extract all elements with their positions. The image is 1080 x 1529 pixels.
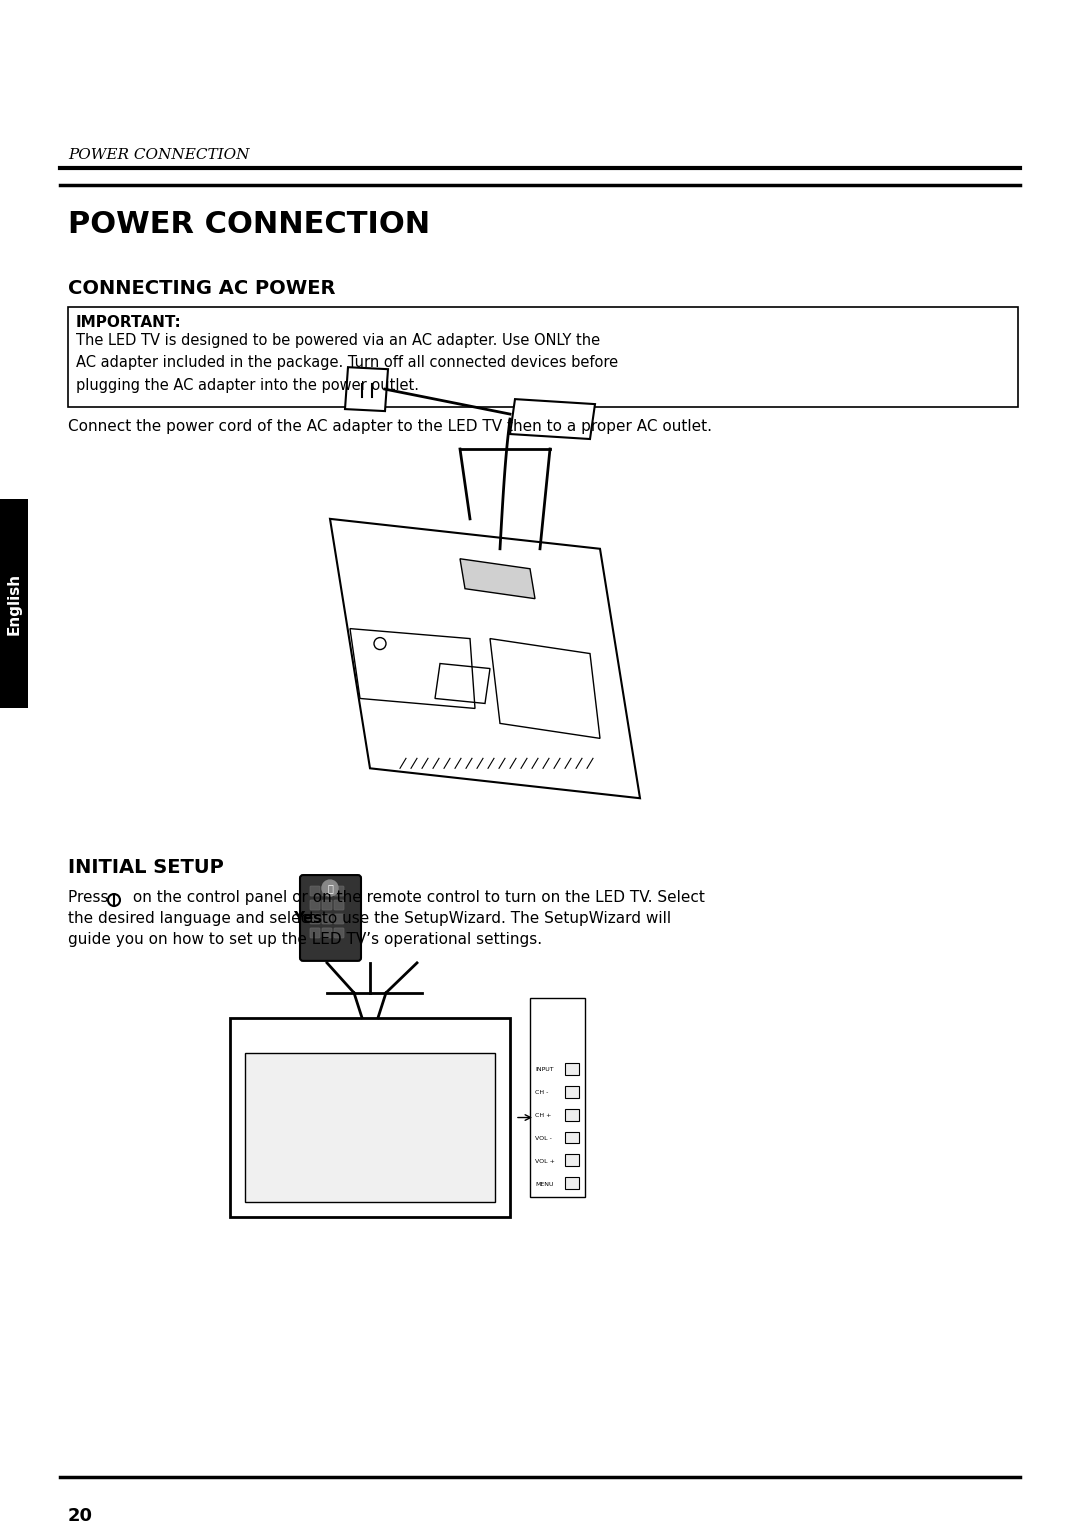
FancyBboxPatch shape — [322, 885, 332, 896]
Polygon shape — [510, 399, 595, 439]
Text: Yes: Yes — [293, 911, 322, 927]
Text: English: English — [6, 572, 22, 635]
FancyBboxPatch shape — [565, 1131, 579, 1144]
Text: Connect the power cord of the AC adapter to the LED TV then to a proper AC outle: Connect the power cord of the AC adapter… — [68, 419, 712, 434]
Text: guide you on how to set up the LED TV’s operational settings.: guide you on how to set up the LED TV’s … — [68, 933, 542, 946]
Text: CH -: CH - — [535, 1090, 549, 1095]
Text: VOL +: VOL + — [535, 1159, 555, 1164]
FancyBboxPatch shape — [310, 928, 320, 937]
FancyBboxPatch shape — [565, 1086, 579, 1098]
FancyBboxPatch shape — [322, 928, 332, 937]
FancyBboxPatch shape — [68, 307, 1018, 407]
Polygon shape — [460, 558, 535, 599]
Text: VOL -: VOL - — [535, 1136, 552, 1141]
Text: 20: 20 — [68, 1506, 93, 1524]
FancyBboxPatch shape — [322, 901, 332, 910]
FancyBboxPatch shape — [310, 885, 320, 896]
Text: ⏻: ⏻ — [327, 884, 333, 893]
FancyBboxPatch shape — [565, 1063, 579, 1075]
FancyBboxPatch shape — [322, 914, 332, 924]
Polygon shape — [330, 518, 640, 798]
FancyBboxPatch shape — [334, 901, 345, 910]
FancyBboxPatch shape — [565, 1109, 579, 1121]
FancyBboxPatch shape — [310, 914, 320, 924]
FancyBboxPatch shape — [334, 885, 345, 896]
Text: CONNECTING AC POWER: CONNECTING AC POWER — [68, 280, 336, 298]
Text: IMPORTANT:: IMPORTANT: — [76, 315, 181, 330]
Text: the desired language and select: the desired language and select — [68, 911, 320, 927]
FancyBboxPatch shape — [334, 928, 345, 937]
FancyBboxPatch shape — [230, 1018, 510, 1217]
Text: POWER CONNECTION: POWER CONNECTION — [68, 209, 430, 239]
Text: Press: Press — [68, 890, 113, 905]
FancyBboxPatch shape — [0, 498, 28, 708]
FancyBboxPatch shape — [334, 914, 345, 924]
Text: CH +: CH + — [535, 1113, 552, 1118]
Polygon shape — [345, 367, 388, 411]
FancyBboxPatch shape — [300, 875, 361, 960]
Text: INITIAL SETUP: INITIAL SETUP — [68, 858, 224, 878]
Text: The LED TV is designed to be powered via an AC adapter. Use ONLY the
AC adapter : The LED TV is designed to be powered via… — [76, 333, 618, 393]
Text: on the control panel or on the remote control to turn on the LED TV. Select: on the control panel or on the remote co… — [129, 890, 705, 905]
Text: INPUT: INPUT — [535, 1067, 554, 1072]
FancyBboxPatch shape — [245, 1052, 495, 1202]
FancyBboxPatch shape — [530, 998, 585, 1197]
Text: POWER CONNECTION: POWER CONNECTION — [68, 148, 249, 162]
FancyBboxPatch shape — [565, 1154, 579, 1167]
FancyBboxPatch shape — [310, 901, 320, 910]
Text: MENU: MENU — [535, 1182, 554, 1187]
FancyBboxPatch shape — [565, 1177, 579, 1190]
Circle shape — [322, 881, 338, 896]
Text: to use the SetupWizard. The SetupWizard will: to use the SetupWizard. The SetupWizard … — [318, 911, 671, 927]
